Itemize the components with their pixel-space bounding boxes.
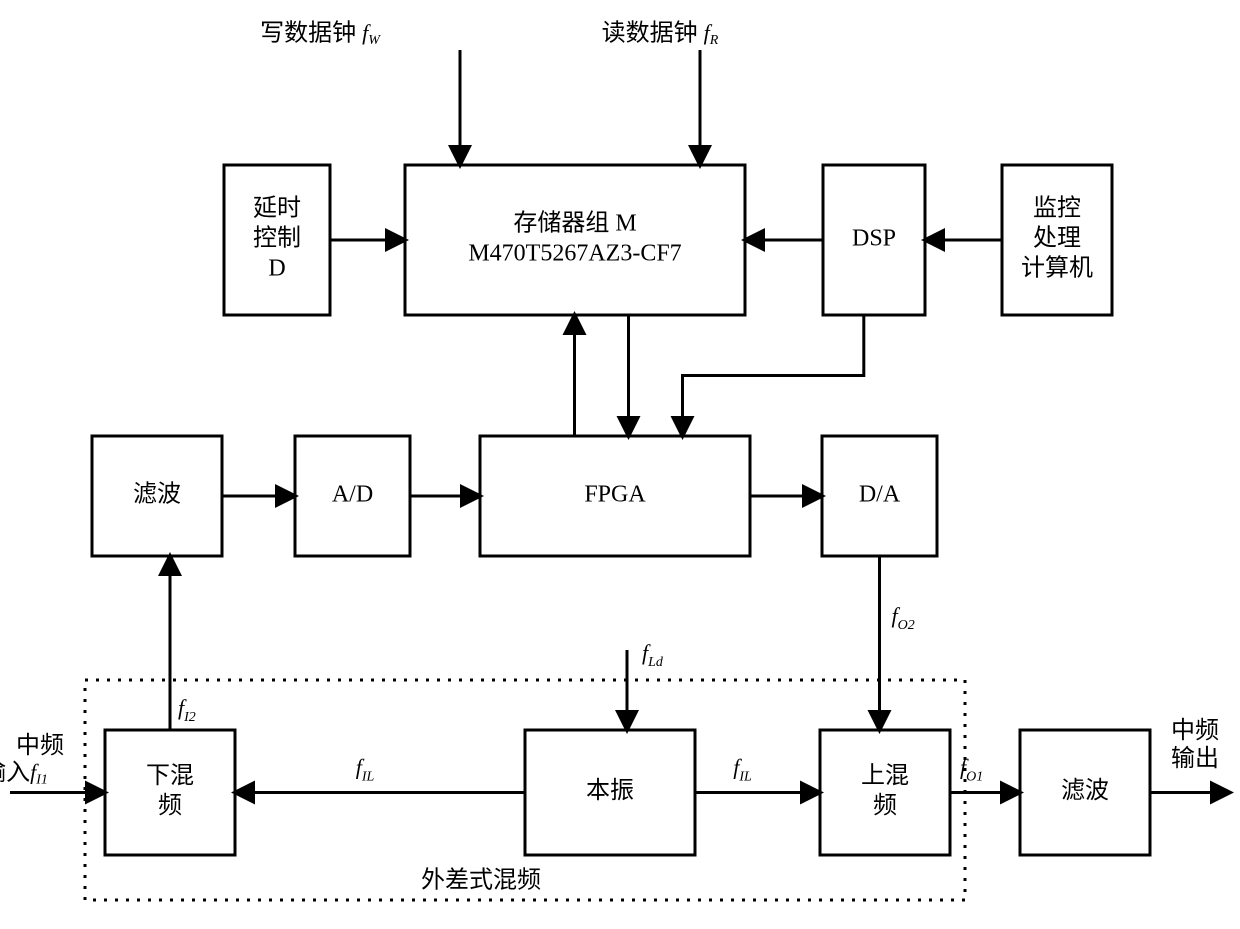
lo-block-label: 本振 (586, 777, 634, 804)
delay-block-label: 延时 (253, 195, 301, 222)
signal-label: fO1 (960, 755, 983, 785)
memory-block-label: 存储器组 M (513, 210, 636, 237)
dsp-block-label: DSP (852, 226, 896, 252)
memory-block-label: M470T5267AZ3-CF7 (468, 241, 681, 267)
filter2-block-label: 滤波 (1061, 777, 1109, 804)
delay-block-label: D (268, 256, 285, 282)
delay-block-label: 控制 (253, 225, 301, 252)
text-label: 外差式混频 (421, 867, 541, 894)
signal-label: fLd (642, 640, 664, 670)
filter1-block-label: 滤波 (133, 481, 181, 508)
read-clock-label: 读数据钟 fR (602, 20, 719, 49)
fpga-block-label: FPGA (584, 482, 646, 508)
signal-label: fI2 (178, 695, 196, 725)
monitor-block-label: 计算机 (1021, 255, 1093, 282)
write-clock-label: 写数据钟 fW (260, 20, 381, 49)
text-label: 中频 (16, 732, 64, 759)
text-label: 输出 (1171, 745, 1219, 772)
ad-block-label: A/D (332, 482, 373, 508)
dsp-to-fpga (683, 315, 864, 436)
da-block-label: D/A (859, 482, 901, 508)
if-in-label: 输入fI1 (0, 759, 48, 788)
downmix-block-label: 频 (158, 792, 182, 819)
upmix-block-label: 频 (873, 792, 897, 819)
upmix-block-label: 上混 (861, 762, 909, 789)
downmix-block-label: 下混 (146, 762, 194, 789)
block-diagram: 外差式混频 延时控制 D 存储器组 M M470T5267AZ3-CF7 DSP 监控处理计… (0, 0, 1240, 929)
monitor-block-label: 处理 (1033, 225, 1081, 252)
signal-label: fIL (733, 755, 752, 785)
signal-label: fO2 (892, 603, 915, 633)
text-label: 中频 (1171, 717, 1219, 744)
signal-label: fIL (356, 755, 375, 785)
monitor-block-label: 监控 (1033, 195, 1081, 222)
